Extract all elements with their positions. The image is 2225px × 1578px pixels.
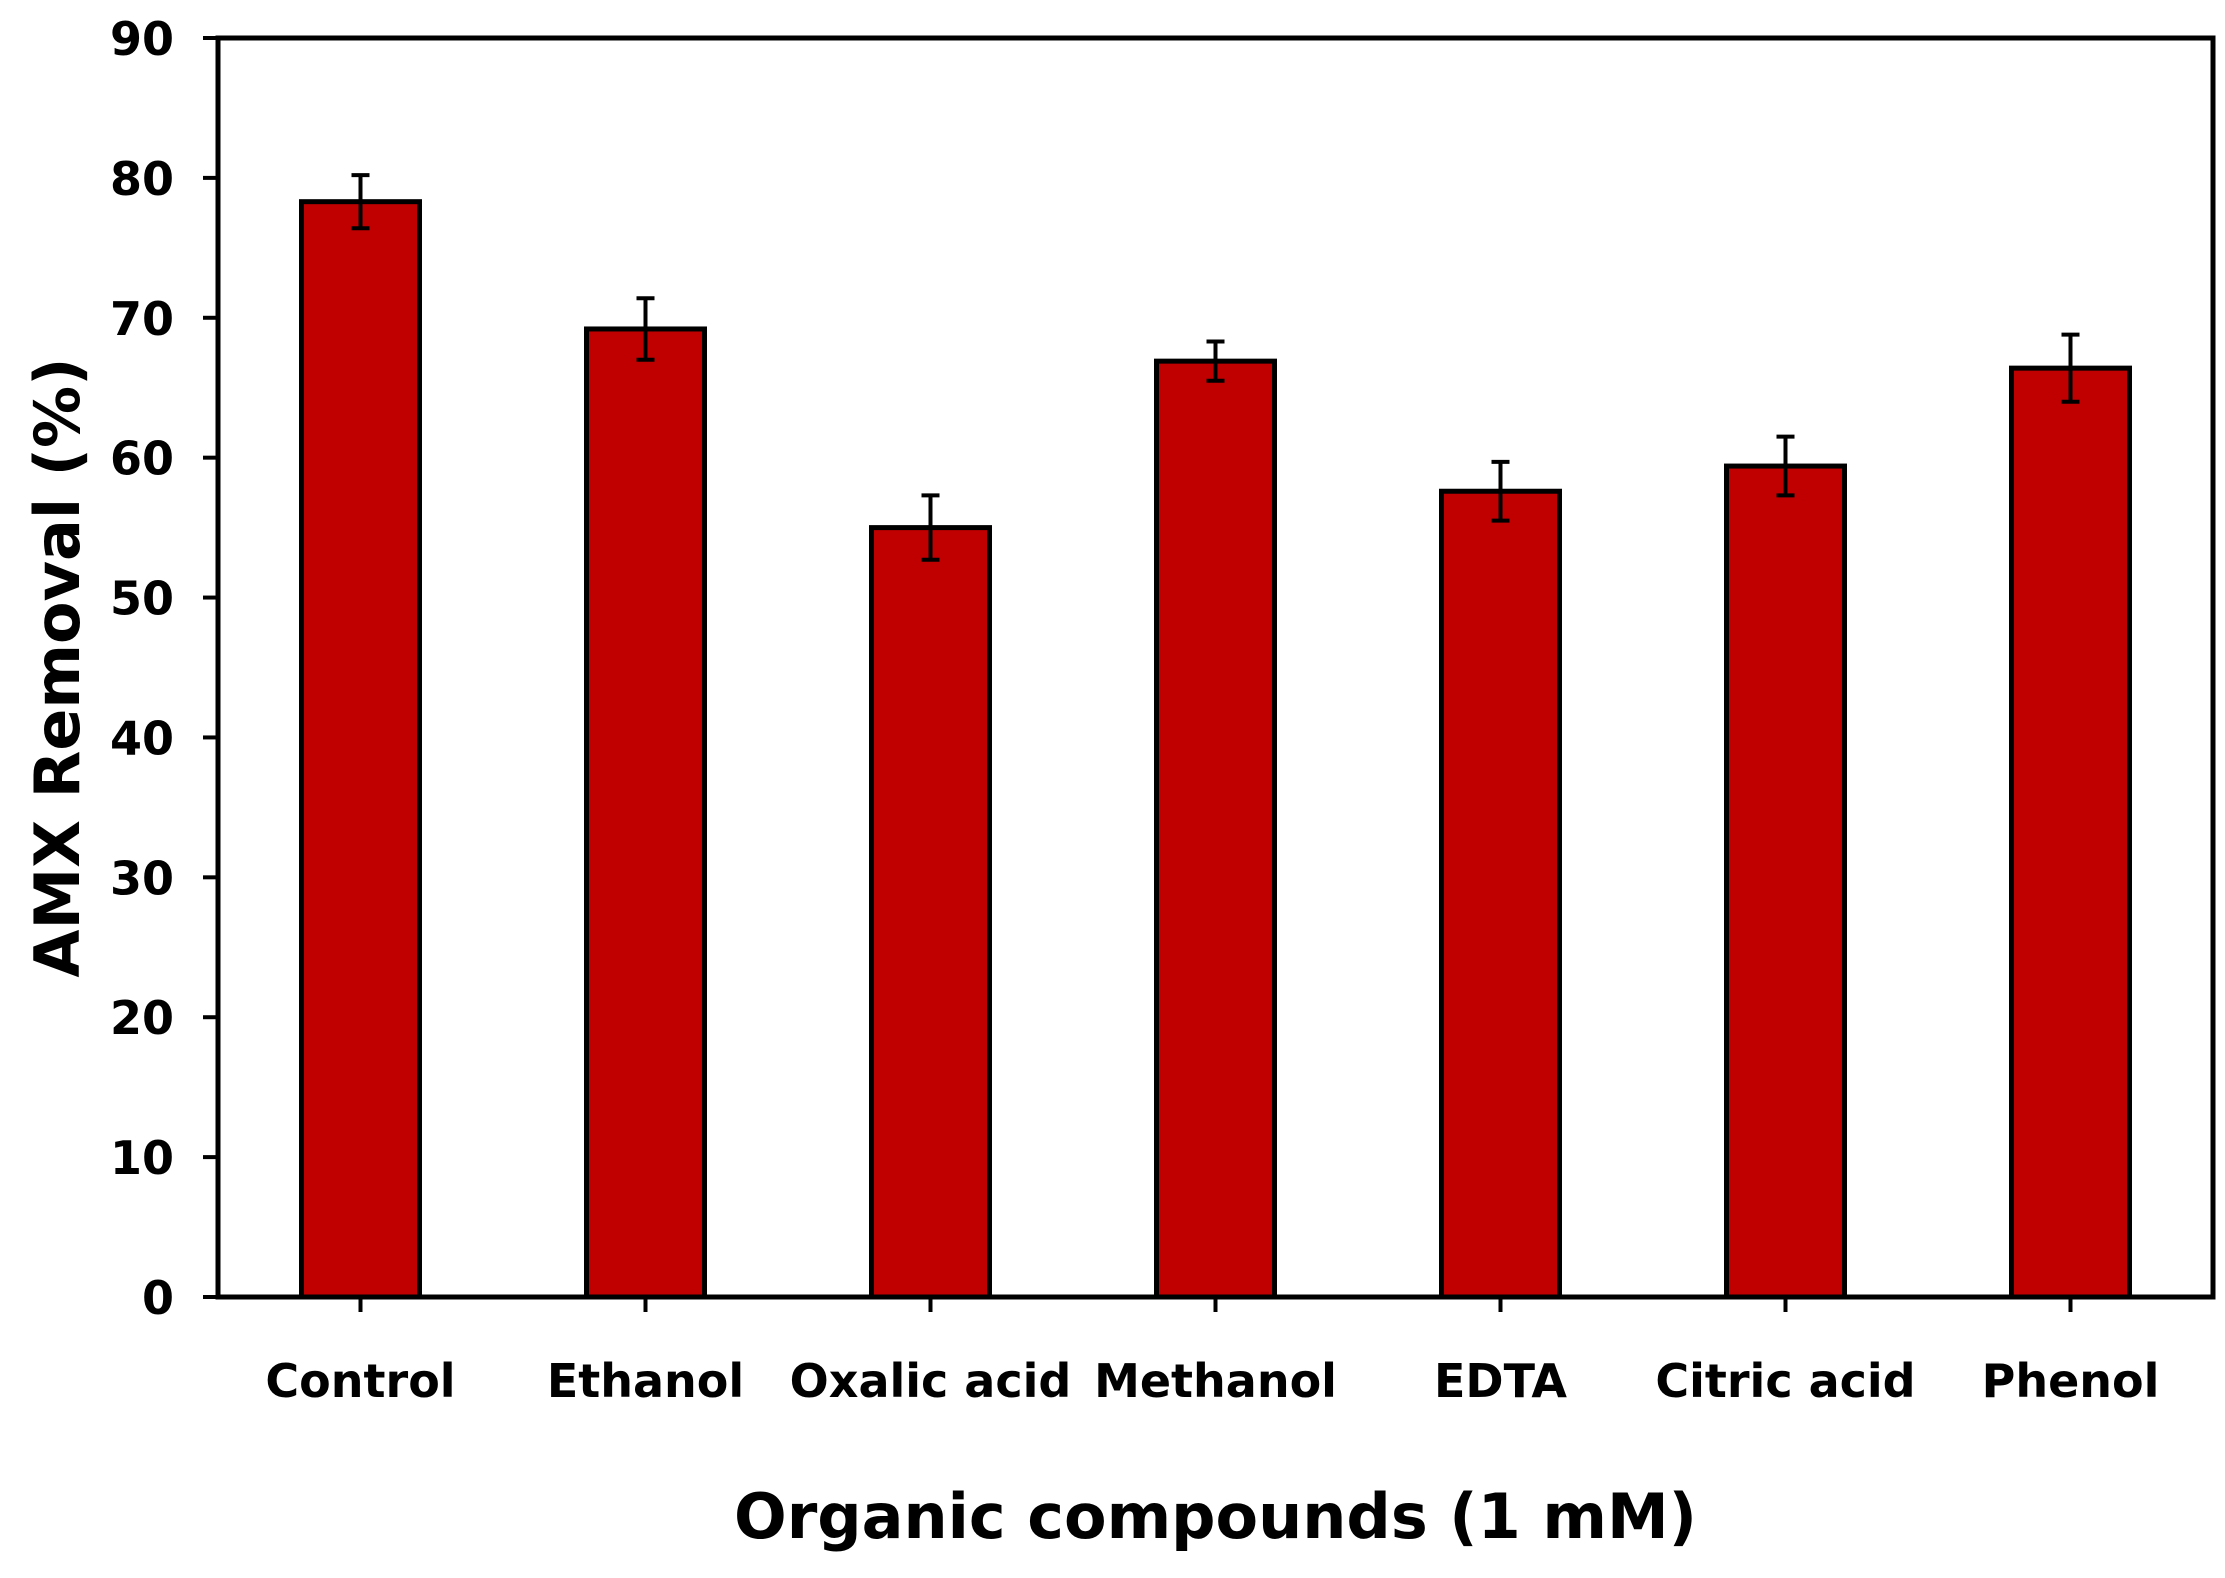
y-tick-label: 80 — [110, 152, 174, 206]
bar-phenol — [2009, 365, 2132, 1300]
x-axis: Control Ethanol Oxalic acid Methanol EDTA Cit… — [265, 1297, 2159, 1408]
y-tick-label: 50 — [110, 572, 174, 626]
error-bar-edta — [1491, 459, 1510, 523]
error-bar-citric-acid — [1776, 434, 1795, 498]
bar-oxalic-acid — [869, 525, 992, 1300]
y-tick-label: 10 — [110, 1131, 174, 1185]
y-tick-label: 20 — [110, 991, 174, 1045]
error-bar-oxalic-acid — [921, 493, 940, 562]
bar-ethanol — [584, 326, 707, 1300]
y-tick-label: 70 — [110, 292, 174, 346]
y-axis-title: AMX Removal (%) — [21, 358, 94, 978]
x-tick-label: Phenol — [1982, 1354, 2160, 1408]
x-tick-label: EDTA — [1434, 1354, 1567, 1408]
error-bar-ethanol — [636, 296, 655, 362]
error-bar-phenol — [2061, 332, 2080, 404]
error-bar-control — [351, 173, 370, 231]
y-axis: 0 10 20 30 40 50 60 70 80 90 — [110, 12, 218, 1325]
bar-edta — [1439, 488, 1562, 1300]
y-tick-label: 90 — [110, 12, 174, 66]
x-tick-label: Methanol — [1094, 1354, 1337, 1408]
y-tick-label: 60 — [110, 432, 174, 486]
x-tick-label: Oxalic acid — [790, 1354, 1072, 1408]
x-axis-title: Organic compounds (1 mM) — [734, 1480, 1697, 1553]
bar-methanol — [1154, 358, 1277, 1300]
bar-citric-acid — [1724, 463, 1847, 1300]
x-tick-label: Ethanol — [547, 1354, 744, 1408]
x-tick-label: Citric acid — [1655, 1354, 1915, 1408]
error-bar-methanol — [1206, 339, 1225, 383]
x-tick-label: Control — [265, 1354, 455, 1408]
y-tick-label: 40 — [110, 711, 174, 765]
bar-control — [299, 199, 422, 1300]
error-bars-layer — [351, 173, 2080, 562]
y-tick-label: 0 — [142, 1271, 174, 1325]
y-tick-label: 30 — [110, 851, 174, 905]
